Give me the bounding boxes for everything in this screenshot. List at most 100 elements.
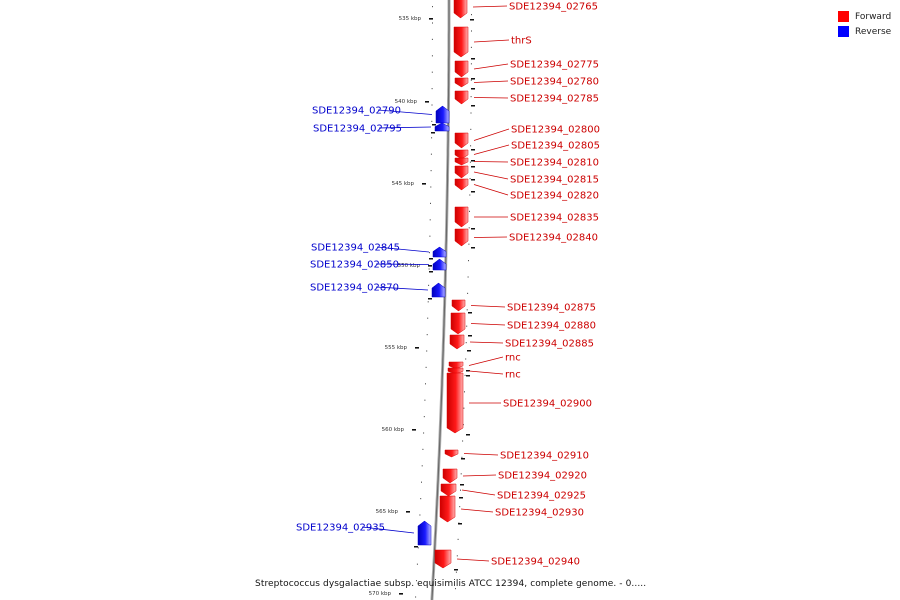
- tick-left: [419, 514, 421, 516]
- gene-arrow[interactable]: [417, 520, 432, 546]
- gene-label[interactable]: SDE12394_02835: [510, 213, 599, 224]
- gene-arrow[interactable]: [444, 449, 459, 458]
- gene-arrow[interactable]: [434, 122, 450, 132]
- legend-label-forward: Forward: [855, 11, 892, 22]
- gene-label[interactable]: rnc: [505, 370, 521, 381]
- tick-left: [432, 6, 433, 8]
- gene-arrow[interactable]: [454, 178, 469, 191]
- gene-label[interactable]: SDE12394_02850: [310, 260, 399, 271]
- tick-left: [429, 252, 430, 254]
- gene-label[interactable]: SDE12394_02925: [497, 491, 586, 502]
- gene-labels: SDE12394_02765 thrS SDE12394_02775 SDE12394…: [296, 2, 600, 568]
- gene-end-tick: [471, 191, 475, 193]
- gene-arrow[interactable]: [454, 149, 469, 160]
- gene-label[interactable]: thrS: [511, 36, 532, 47]
- gene-label[interactable]: SDE12394_02910: [500, 451, 589, 462]
- tick-right: [460, 489, 461, 491]
- gene-arrow[interactable]: [434, 549, 452, 569]
- gene-label[interactable]: SDE12394_02815: [510, 175, 599, 186]
- gene-end-tick: [471, 247, 475, 249]
- tick-left: [415, 596, 417, 598]
- gene-arrow[interactable]: [454, 228, 469, 247]
- tick-left: [426, 350, 428, 352]
- tick-right: [461, 456, 463, 458]
- gene-leader-line: [470, 305, 506, 308]
- gene-leader-line: [470, 323, 506, 326]
- gene-label[interactable]: SDE12394_02875: [507, 303, 596, 314]
- tick-left: [416, 563, 418, 565]
- gene-arrow[interactable]: [453, 26, 469, 58]
- tick-left: [431, 88, 433, 90]
- gene-arrow[interactable]: [447, 367, 464, 375]
- gene-arrow[interactable]: [454, 77, 469, 88]
- gene-leader-line: [456, 558, 490, 562]
- gene-end-tick: [458, 523, 462, 525]
- scale-tick: [406, 511, 410, 513]
- tick-right: [455, 571, 457, 573]
- gene-leader-line: [473, 161, 509, 163]
- gene-label[interactable]: SDE12394_02805: [511, 141, 600, 152]
- gene-label[interactable]: SDE12394_02870: [310, 283, 399, 294]
- tick-left: [427, 301, 429, 303]
- gene-arrow[interactable]: [449, 334, 465, 350]
- gene-label[interactable]: SDE12394_02930: [495, 508, 584, 519]
- gene-arrow[interactable]: [440, 483, 457, 497]
- gene-arrow[interactable]: [432, 246, 447, 258]
- tick-left: [424, 399, 426, 401]
- gene-arrow[interactable]: [453, 0, 468, 19]
- gene-label[interactable]: SDE12394_02785: [510, 94, 599, 105]
- gene-arrow[interactable]: [442, 468, 458, 484]
- tick-right: [462, 440, 464, 442]
- tick-right: [467, 292, 469, 294]
- gene-arrow[interactable]: [432, 258, 447, 271]
- gene-label[interactable]: SDE12394_02880: [507, 321, 596, 332]
- legend-item-reverse: Reverse: [838, 24, 891, 39]
- legend-label-reverse: Reverse: [855, 26, 892, 37]
- gene-label[interactable]: SDE12394_02775: [510, 60, 599, 71]
- gene-label[interactable]: SDE12394_02795: [313, 124, 402, 135]
- gene-arrow[interactable]: [454, 132, 469, 149]
- gene-arrow[interactable]: [454, 206, 469, 228]
- gene-label[interactable]: SDE12394_02840: [509, 233, 598, 244]
- gene-label[interactable]: SDE12394_02885: [505, 339, 594, 350]
- gene-leader-line: [468, 370, 504, 375]
- tick-left: [430, 186, 432, 188]
- gene-arrow[interactable]: [454, 165, 469, 179]
- scale-tick: [399, 593, 403, 595]
- gene-arrow[interactable]: [448, 361, 464, 370]
- gene-label[interactable]: SDE12394_02920: [498, 471, 587, 482]
- gene-label[interactable]: SDE12394_02845: [311, 243, 400, 254]
- gene-arrow[interactable]: [454, 60, 469, 78]
- tick-left: [430, 202, 431, 204]
- gene-label[interactable]: SDE12394_02935: [296, 523, 385, 534]
- gene-leader-line: [461, 489, 496, 496]
- gene-label[interactable]: SDE12394_02780: [510, 77, 599, 88]
- gene-end-tick: [461, 458, 465, 460]
- gene-label[interactable]: SDE12394_02820: [510, 191, 599, 202]
- gene-arrow[interactable]: [451, 299, 466, 312]
- tick-left: [429, 219, 431, 221]
- gene-label[interactable]: SDE12394_02790: [312, 106, 401, 117]
- gene-leader-line: [473, 128, 510, 141]
- gene-end-tick: [471, 166, 475, 168]
- gene-features: [414, 0, 475, 571]
- gene-label[interactable]: SDE12394_02800: [511, 125, 600, 136]
- gene-arrow[interactable]: [454, 157, 469, 166]
- gene-arrow[interactable]: [450, 312, 466, 335]
- tick-left: [423, 432, 425, 434]
- tick-left: [423, 416, 425, 418]
- gene-arrow[interactable]: [439, 495, 456, 523]
- gene-leader-line: [375, 263, 430, 265]
- gene-arrow[interactable]: [431, 282, 446, 298]
- gene-label[interactable]: SDE12394_02900: [503, 399, 592, 410]
- gene-label[interactable]: SDE12394_02765: [509, 2, 598, 13]
- tick-left: [422, 448, 424, 450]
- gene-arrow[interactable]: [454, 90, 469, 105]
- gene-label[interactable]: SDE12394_02940: [491, 557, 580, 568]
- tick-right: [462, 424, 464, 426]
- gene-end-tick: [470, 19, 474, 21]
- gene-label[interactable]: SDE12394_02810: [510, 158, 599, 169]
- gene-arrow[interactable]: [446, 372, 464, 434]
- gene-label[interactable]: rnc: [505, 353, 521, 364]
- gene-end-tick: [460, 484, 464, 486]
